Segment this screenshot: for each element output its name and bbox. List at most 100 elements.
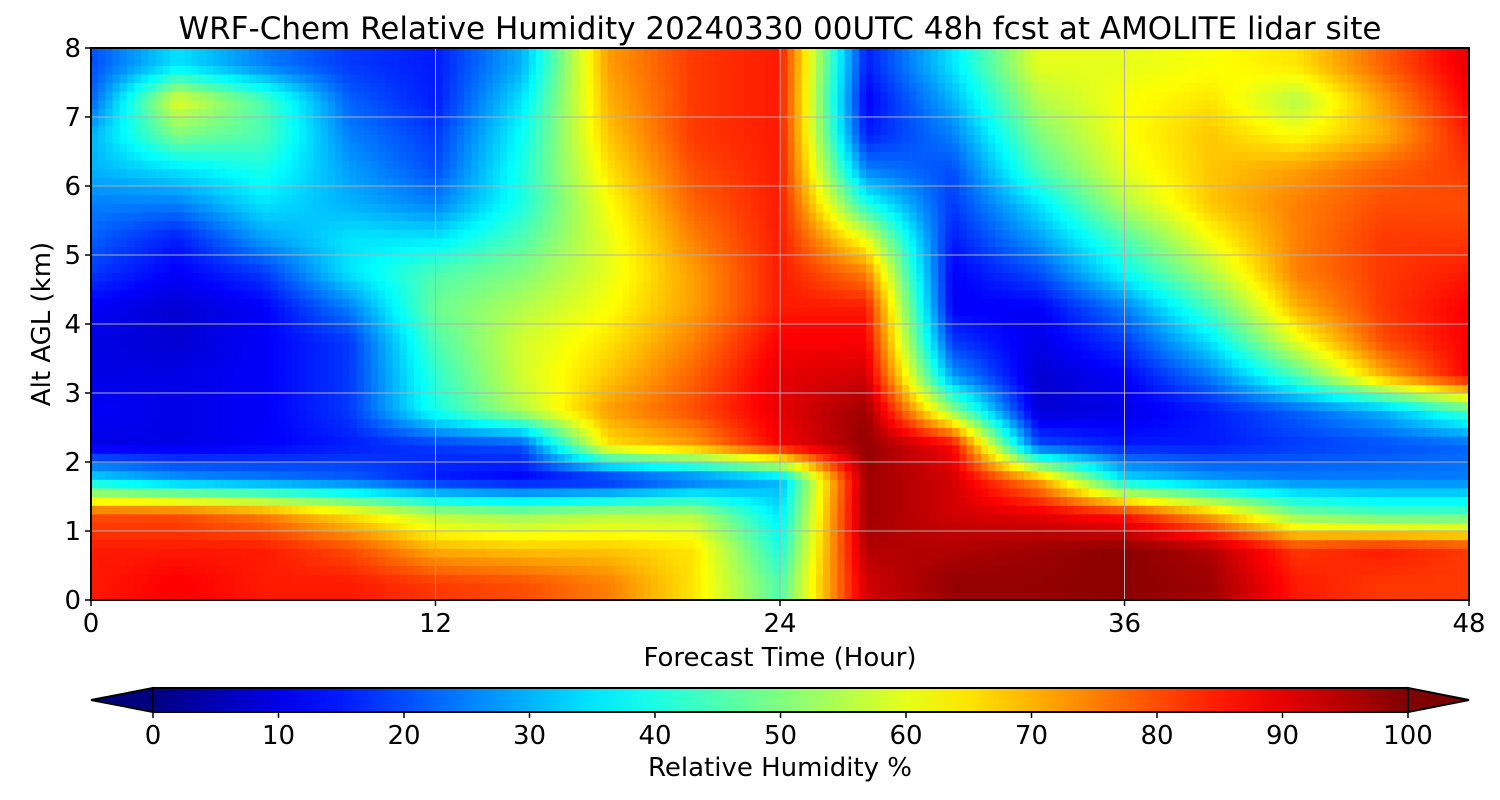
heatmap-cell bbox=[1203, 548, 1212, 558]
heatmap-cell bbox=[464, 531, 472, 541]
heatmap-cell bbox=[629, 470, 638, 480]
heatmap-cell bbox=[579, 496, 587, 506]
heatmap-cell bbox=[162, 470, 171, 480]
heatmap-cell bbox=[1454, 522, 1463, 532]
heatmap-cell bbox=[765, 393, 774, 403]
heatmap-cell bbox=[335, 565, 343, 575]
heatmap-cell bbox=[1052, 565, 1061, 575]
heatmap-cell bbox=[1368, 548, 1377, 558]
heatmap-cell bbox=[1354, 444, 1362, 454]
heatmap-cell bbox=[837, 393, 846, 403]
heatmap-cell bbox=[1368, 384, 1377, 394]
heatmap-cell bbox=[1224, 479, 1233, 489]
heatmap-cell bbox=[1031, 565, 1039, 575]
heatmap-cell bbox=[435, 479, 444, 489]
heatmap-cell bbox=[1052, 427, 1061, 437]
heatmap-cell bbox=[500, 410, 508, 420]
heatmap-cell bbox=[428, 375, 437, 385]
heatmap-cell bbox=[808, 574, 817, 584]
heatmap-cell bbox=[701, 531, 709, 541]
heatmap-cell bbox=[995, 375, 1004, 385]
heatmap-cell bbox=[1174, 548, 1183, 558]
heatmap-cell bbox=[823, 418, 831, 429]
heatmap-cell bbox=[858, 522, 867, 532]
heatmap-cell bbox=[1059, 496, 1068, 506]
heatmap-cell bbox=[1102, 531, 1111, 541]
heatmap-cell bbox=[1181, 556, 1190, 567]
heatmap-cell bbox=[959, 487, 968, 498]
heatmap-cell bbox=[256, 462, 264, 472]
heatmap-cell bbox=[1325, 410, 1334, 420]
heatmap-cell bbox=[378, 479, 386, 489]
heatmap-cell bbox=[564, 393, 573, 403]
heatmap-cell bbox=[672, 565, 681, 575]
heatmap-cell bbox=[1397, 539, 1406, 549]
heatmap-cell bbox=[478, 531, 487, 541]
heatmap-cell bbox=[593, 565, 602, 575]
heatmap-cell bbox=[1038, 462, 1047, 472]
heatmap-cell bbox=[105, 565, 114, 575]
heatmap-cell bbox=[930, 462, 939, 472]
heatmap-cell bbox=[1232, 418, 1240, 429]
heatmap-cell bbox=[213, 539, 221, 549]
heatmap-cell bbox=[1268, 531, 1276, 541]
heatmap-cell bbox=[1217, 436, 1226, 446]
heatmap-cell bbox=[1024, 436, 1032, 446]
heatmap-cell bbox=[744, 548, 752, 558]
heatmap-cell bbox=[492, 470, 501, 480]
heatmap-cell bbox=[672, 505, 681, 515]
heatmap-cell bbox=[378, 591, 386, 600]
heatmap-cell bbox=[1002, 401, 1011, 411]
heatmap-cell bbox=[586, 539, 594, 549]
heatmap-cell bbox=[1203, 453, 1212, 463]
heatmap-cell bbox=[98, 531, 106, 541]
heatmap-cell bbox=[701, 574, 709, 584]
heatmap-cell bbox=[227, 393, 236, 403]
heatmap-cell bbox=[823, 410, 831, 420]
heatmap-cell bbox=[1067, 427, 1075, 437]
heatmap-cell bbox=[457, 418, 465, 429]
heatmap-cell bbox=[1361, 548, 1370, 558]
heatmap-cell bbox=[399, 556, 408, 567]
heatmap-cell bbox=[1332, 444, 1341, 454]
heatmap-cell bbox=[291, 513, 300, 523]
heatmap-cell bbox=[1016, 393, 1025, 403]
heatmap-cell bbox=[1346, 375, 1355, 385]
heatmap-cell bbox=[1067, 393, 1075, 403]
heatmap-cell bbox=[744, 487, 752, 498]
heatmap-cell bbox=[1059, 582, 1068, 592]
heatmap-cell bbox=[579, 522, 587, 532]
heatmap-cell bbox=[923, 505, 932, 515]
heatmap-cell bbox=[794, 427, 803, 437]
heatmap-cell bbox=[708, 436, 717, 446]
heatmap-cell bbox=[1224, 565, 1233, 575]
heatmap-cell bbox=[1153, 453, 1161, 463]
heatmap-cell bbox=[794, 531, 803, 541]
heatmap-cell bbox=[1303, 539, 1312, 549]
heatmap-cell bbox=[830, 556, 839, 567]
heatmap-cell bbox=[1440, 375, 1449, 385]
heatmap-cell bbox=[600, 479, 609, 489]
heatmap-cell bbox=[1181, 470, 1190, 480]
heatmap-cell bbox=[263, 410, 272, 420]
heatmap-cell bbox=[1282, 522, 1291, 532]
heatmap-cell bbox=[1045, 436, 1054, 446]
heatmap-cell bbox=[607, 513, 616, 523]
heatmap-cell bbox=[1325, 513, 1334, 523]
heatmap-cell bbox=[823, 496, 831, 506]
heatmap-cell bbox=[980, 582, 989, 592]
heatmap-cell bbox=[126, 401, 135, 411]
heatmap-cell bbox=[729, 418, 738, 429]
heatmap-cell bbox=[299, 505, 307, 515]
heatmap-cell bbox=[291, 436, 300, 446]
heatmap-cell bbox=[643, 496, 652, 506]
heatmap-cell bbox=[643, 505, 652, 515]
heatmap-cell bbox=[629, 444, 638, 454]
heatmap-cell bbox=[1153, 531, 1161, 541]
heatmap-cell bbox=[722, 591, 731, 600]
heatmap-cell bbox=[1275, 479, 1283, 489]
heatmap-cell bbox=[1016, 479, 1025, 489]
heatmap-cell bbox=[973, 565, 982, 575]
heatmap-cell bbox=[248, 479, 257, 489]
heatmap-cell bbox=[91, 539, 99, 549]
